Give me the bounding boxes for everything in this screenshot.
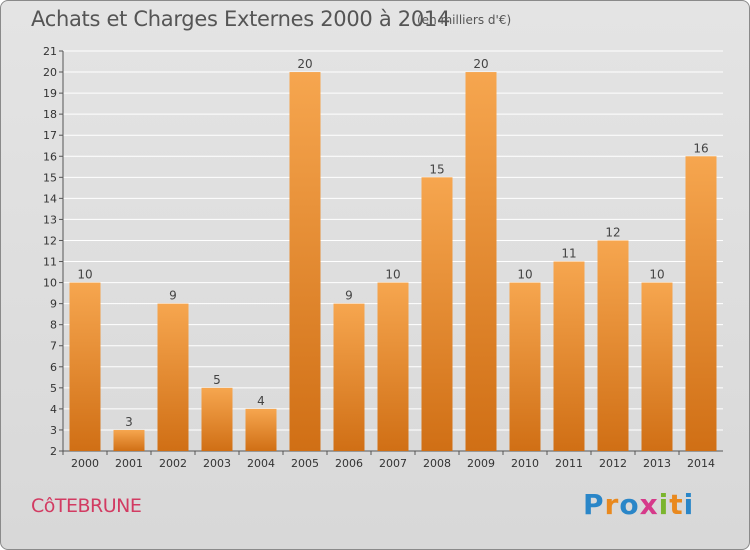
x-tick-label: 2009 [467, 457, 495, 470]
logo-letter: x [639, 488, 659, 521]
data-label: 5 [213, 373, 221, 387]
y-tick-label: 17 [43, 129, 57, 142]
bars [69, 72, 717, 451]
y-tick-label: 21 [43, 45, 57, 58]
y-tick-label: 11 [43, 256, 57, 269]
x-tick-label: 2010 [511, 457, 539, 470]
y-tick-label: 7 [50, 340, 57, 353]
y-tick-label: 8 [50, 319, 57, 332]
bar [113, 429, 145, 451]
y-tick-label: 5 [50, 382, 57, 395]
x-tick-label: 2003 [203, 457, 231, 470]
y-tick-label: 20 [43, 66, 57, 79]
y-tick-label: 16 [43, 150, 57, 163]
y-tick-label: 19 [43, 87, 57, 100]
x-tick-label: 2012 [599, 457, 627, 470]
chart-title: Achats et Charges Externes 2000 à 2014 [31, 7, 451, 31]
data-label: 16 [693, 141, 708, 155]
bar [333, 303, 365, 451]
bar [509, 282, 541, 451]
bar [597, 240, 629, 451]
data-label: 3 [125, 415, 133, 429]
x-tick-label: 2011 [555, 457, 583, 470]
bar [201, 387, 233, 451]
bar [69, 282, 101, 451]
bar [289, 72, 321, 451]
data-labels: 10 3 9 5 4 20 9 10 15 20 10 11 12 10 16 [77, 57, 708, 429]
x-tick-label: 2006 [335, 457, 363, 470]
x-tick-label: 2013 [643, 457, 671, 470]
x-tick-label: 2001 [115, 457, 143, 470]
data-label: 10 [385, 268, 400, 282]
y-tick-label: 2 [50, 445, 57, 458]
data-label: 4 [257, 394, 265, 408]
bar [553, 261, 585, 451]
proxiti-logo: Proxiti [583, 488, 694, 521]
logo-letter: P [583, 488, 605, 521]
data-label: 10 [77, 268, 92, 282]
data-label: 12 [605, 225, 620, 239]
y-tick-label: 10 [43, 277, 57, 290]
x-tick-label: 2005 [291, 457, 319, 470]
logo-letter: t [669, 488, 684, 521]
bar [377, 282, 409, 451]
logo-letter: r [604, 488, 620, 521]
y-tick-label: 4 [50, 403, 57, 416]
commune-name: CôTEBRUNE [31, 495, 142, 517]
chart-subtitle: (en milliers d'€) [417, 13, 512, 27]
y-tick-label: 18 [43, 108, 57, 121]
y-tick-label: 9 [50, 298, 57, 311]
y-tick-label: 3 [50, 424, 57, 437]
x-tick-label: 2008 [423, 457, 451, 470]
y-tick-label: 6 [50, 361, 57, 374]
logo-letter: i [683, 488, 695, 521]
data-label: 9 [345, 289, 353, 303]
bar [157, 303, 189, 451]
bar [641, 282, 673, 451]
x-tick-label: 2014 [687, 457, 715, 470]
data-label: 10 [517, 268, 532, 282]
x-tick-label: 2002 [159, 457, 187, 470]
x-tick-label: 2007 [379, 457, 407, 470]
bar [685, 156, 717, 451]
data-label: 9 [169, 289, 177, 303]
y-tick-label: 14 [43, 192, 57, 205]
bar [421, 177, 453, 451]
x-tick-labels: 2000 2001 2002 2003 2004 2005 2006 2007 2008 2009… [62, 451, 715, 470]
x-tick-label: 2000 [71, 457, 99, 470]
data-label: 20 [297, 57, 312, 71]
y-tick-label: 12 [43, 234, 57, 247]
y-tick-label: 15 [43, 171, 57, 184]
data-label: 20 [473, 57, 488, 71]
y-tick-label: 13 [43, 213, 57, 226]
data-label: 10 [649, 268, 664, 282]
data-label: 11 [561, 247, 576, 261]
logo-letter: o [619, 488, 640, 521]
bar [245, 408, 277, 451]
x-tick-label: 2004 [247, 457, 275, 470]
bar [465, 72, 497, 451]
logo-letter: i [658, 488, 670, 521]
y-tick-labels: 2 3 4 5 6 7 8 9 10 11 12 13 14 15 16 17 18 19 20 21 [43, 45, 57, 458]
data-label: 15 [429, 162, 444, 176]
